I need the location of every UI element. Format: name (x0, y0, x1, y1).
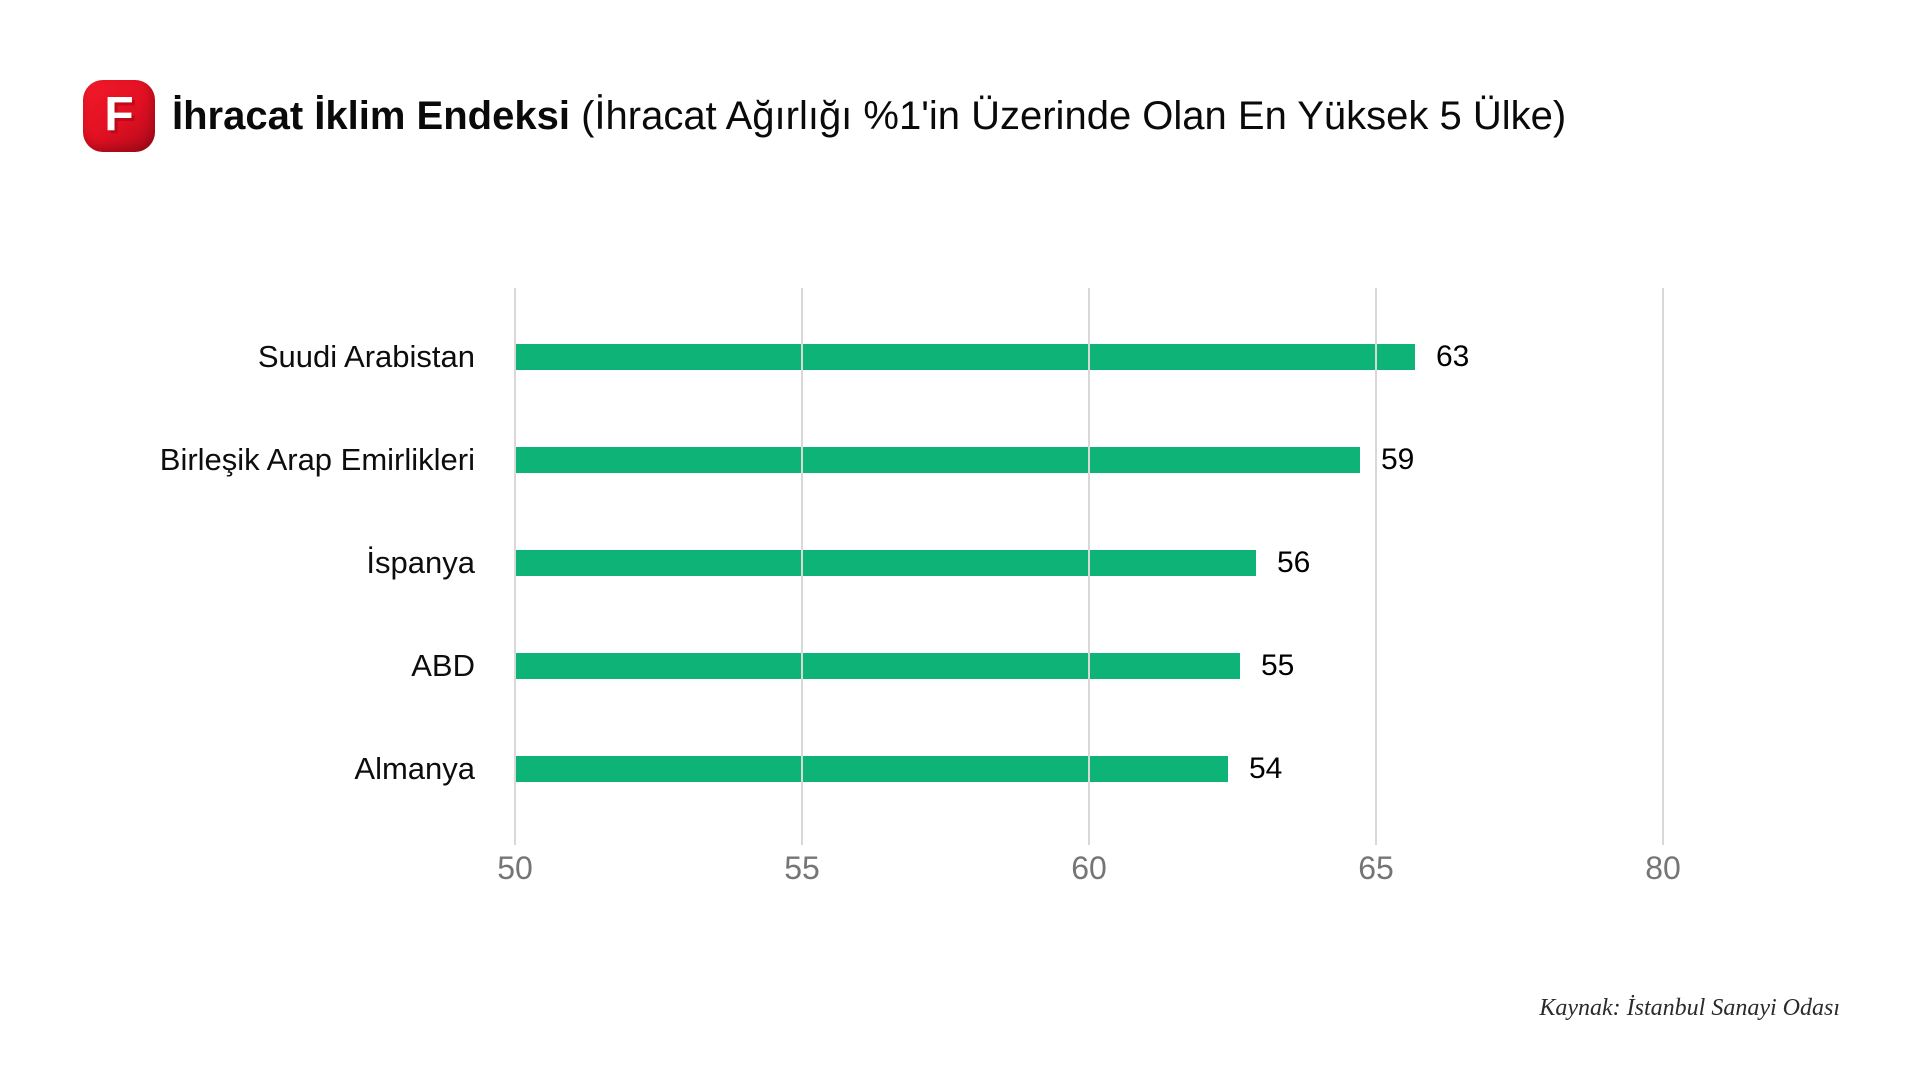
value-label: 54 (1249, 752, 1283, 785)
bar (515, 344, 1415, 370)
x-tick-label: 80 (1645, 850, 1681, 886)
header: F İhracat İklim Endeksi (İhracat Ağırlığ… (83, 80, 1566, 152)
value-label: 63 (1436, 340, 1470, 373)
logo-letter-f: F (104, 88, 134, 141)
category-label: İspanya (366, 545, 475, 580)
value-label: 55 (1261, 649, 1295, 682)
fortune-logo: F (83, 80, 155, 152)
x-tick-label: 55 (784, 850, 820, 886)
bar (515, 550, 1256, 576)
gridline (1088, 288, 1090, 845)
page-title: İhracat İklim Endeksi (İhracat Ağırlığı … (172, 94, 1566, 139)
category-label: Birleşik Arap Emirlikleri (159, 442, 475, 477)
gridline (801, 288, 803, 845)
value-label: 59 (1381, 443, 1415, 476)
x-tick-label: 65 (1358, 850, 1394, 886)
category-label: ABD (411, 648, 475, 683)
source-credit: Kaynak: İstanbul Sanayi Odası (1539, 995, 1840, 1021)
value-label: 56 (1277, 546, 1311, 579)
x-tick-label: 50 (497, 850, 533, 886)
bar (515, 756, 1228, 782)
category-label: Almanya (354, 751, 475, 786)
category-label: Suudi Arabistan (257, 339, 475, 374)
gridline (1375, 288, 1377, 845)
gridline (514, 288, 516, 845)
bar (515, 447, 1360, 473)
title-subtitle: (İhracat Ağırlığı %1'in Üzerinde Olan En… (569, 93, 1567, 138)
x-tick-label: 60 (1071, 850, 1107, 886)
bar (515, 653, 1240, 679)
title-main: İhracat İklim Endeksi (172, 93, 570, 138)
gridline (1662, 288, 1664, 845)
